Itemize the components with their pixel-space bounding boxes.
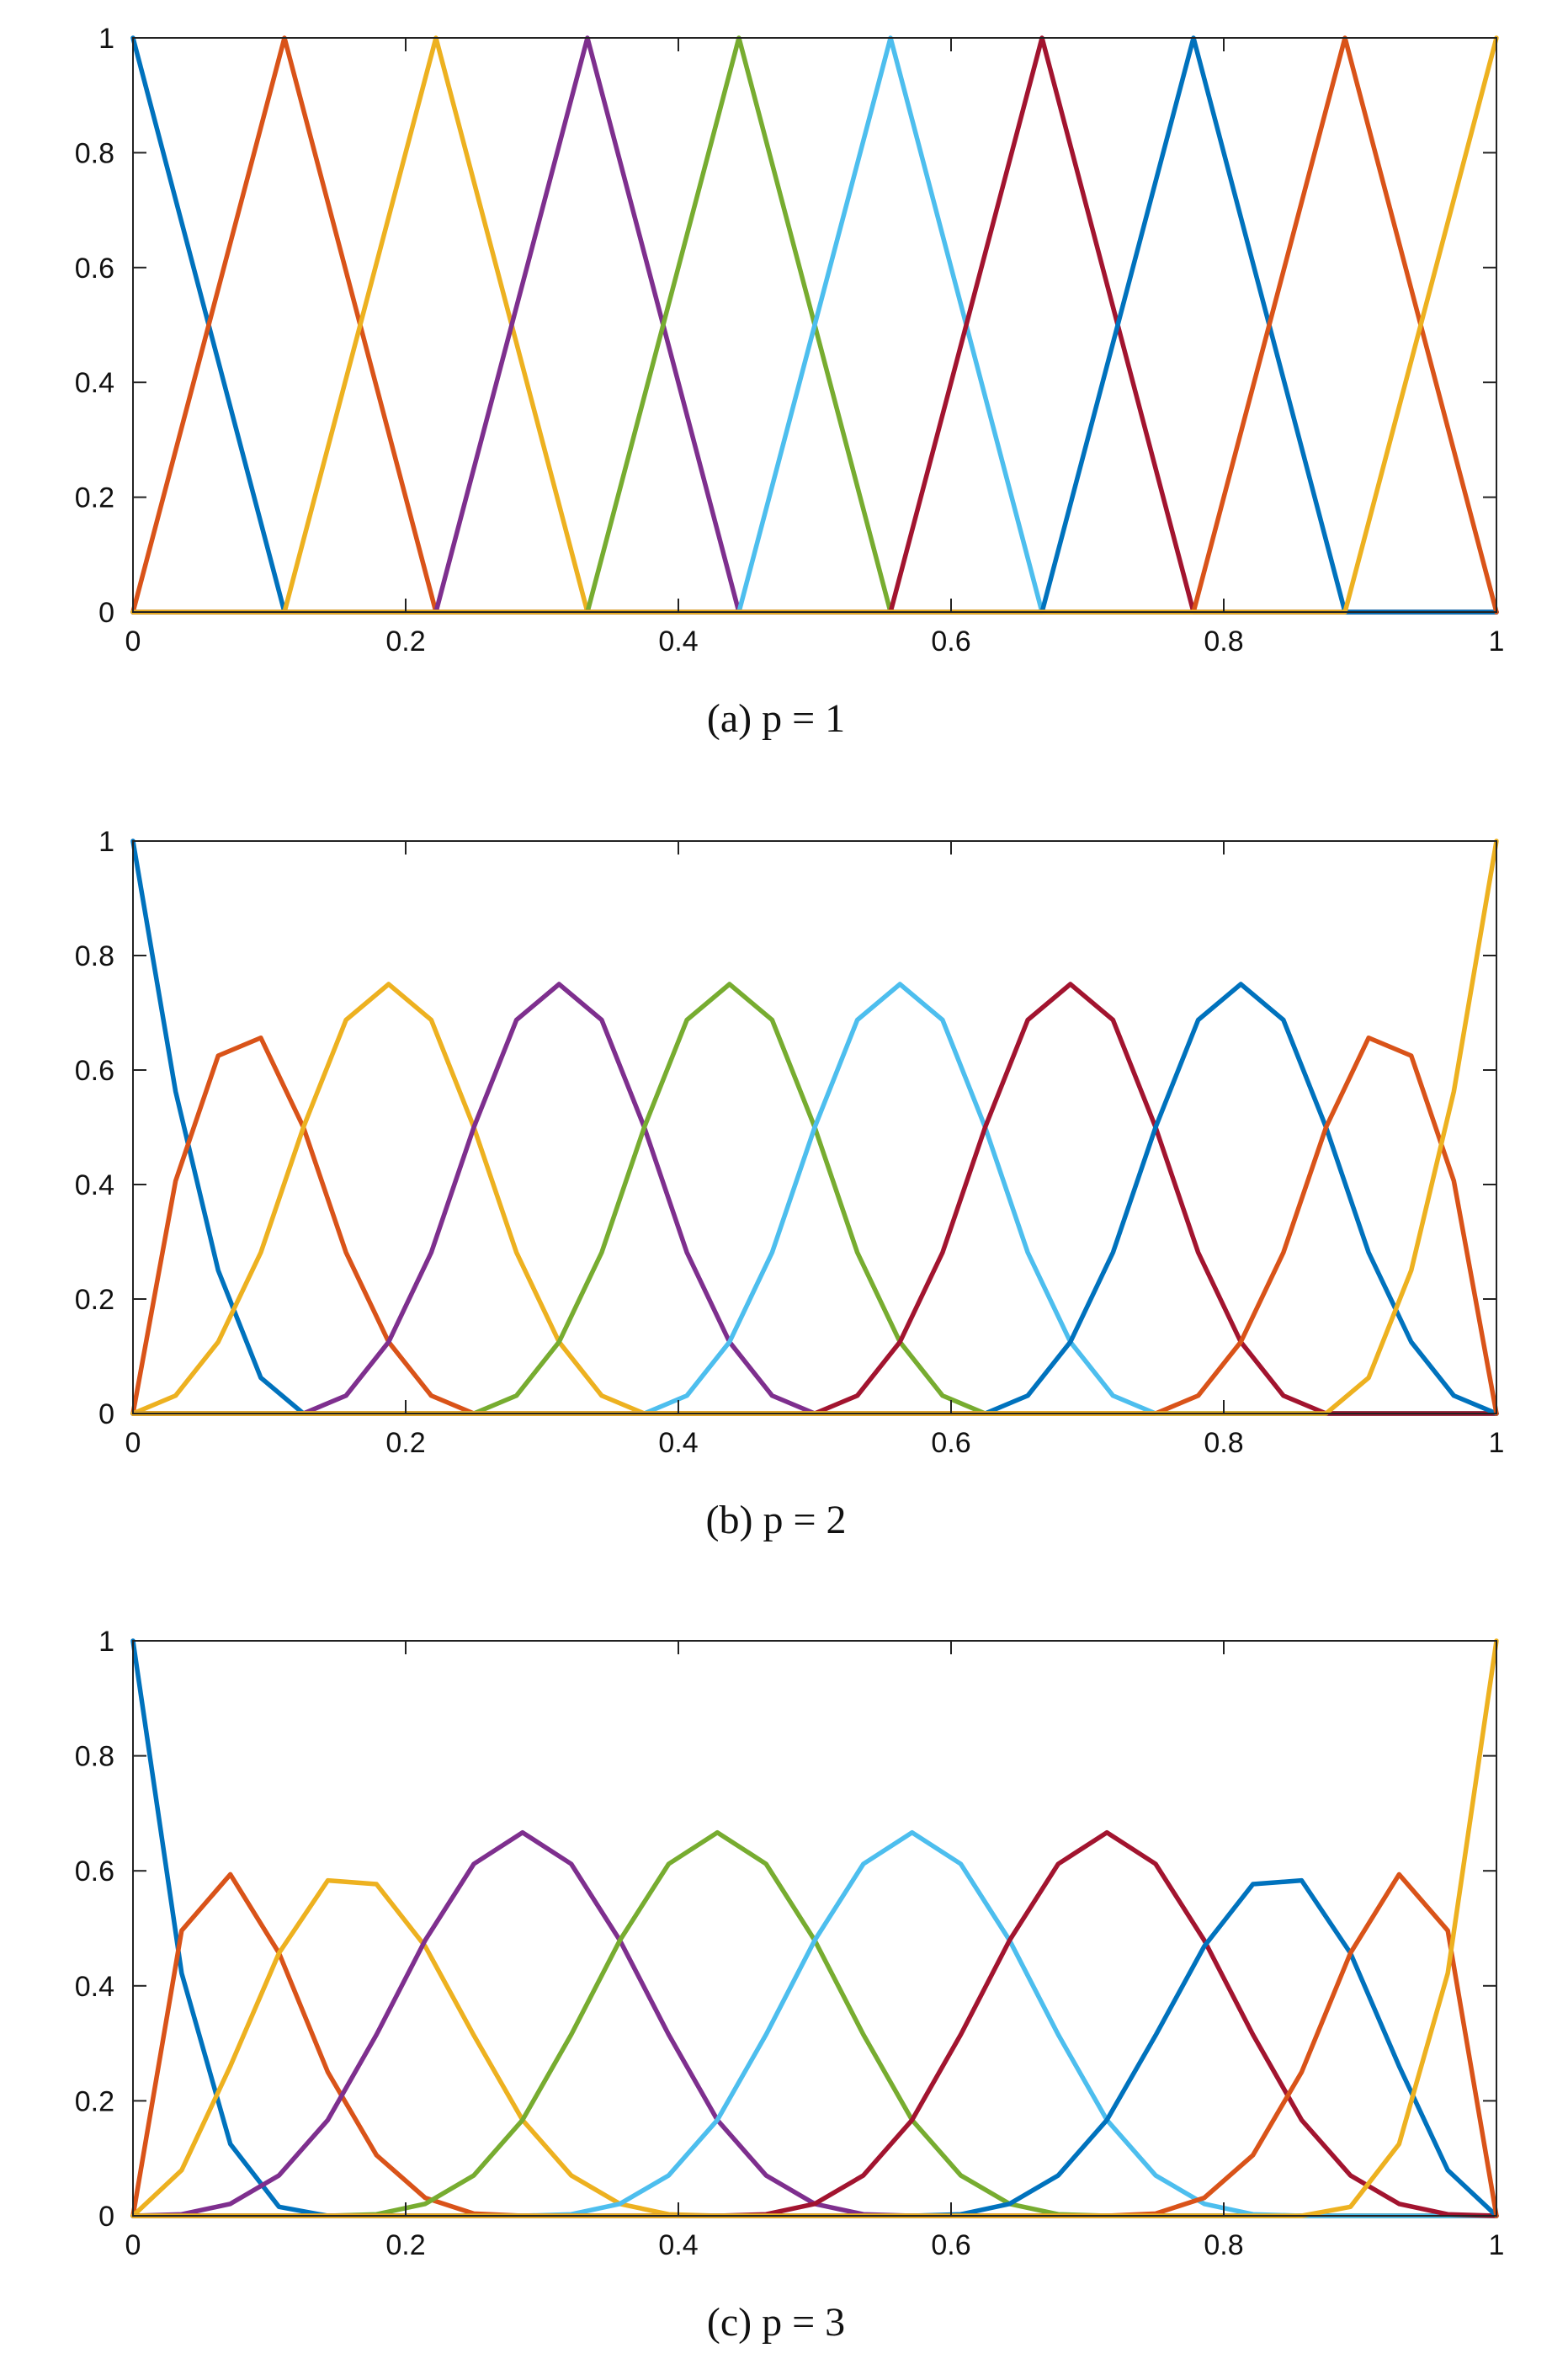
y-tick-label: 0 — [98, 1398, 114, 1430]
y-tick-label: 0.2 — [75, 482, 114, 514]
y-tick-label: 0.4 — [75, 367, 114, 399]
y-tick-label: 1 — [98, 1626, 114, 1658]
y-tick-label: 0.6 — [75, 253, 114, 285]
caption: (c) p = 3 — [707, 2300, 845, 2345]
x-tick-label: 0.2 — [385, 1427, 425, 1459]
y-tick-label: 1 — [98, 23, 114, 55]
axes-box — [132, 1640, 1497, 2217]
caption: (b) p = 2 — [705, 1498, 846, 1542]
x-tick-label: 0.4 — [658, 1427, 698, 1459]
y-tick-label: 0 — [98, 2201, 114, 2233]
caption: (a) p = 1 — [707, 696, 845, 741]
x-tick-label: 1 — [1489, 626, 1505, 658]
x-tick-label: 0.6 — [931, 2229, 970, 2261]
y-tick-label: 0.8 — [75, 1741, 114, 1773]
y-tick-label: 0.6 — [75, 1856, 114, 1887]
y-tick-label: 0.6 — [75, 1055, 114, 1087]
y-tick-label: 0.4 — [75, 1971, 114, 2003]
x-tick-label: 0.2 — [385, 2229, 425, 2261]
x-tick-label: 1 — [1489, 2229, 1505, 2261]
y-tick-label: 0.2 — [75, 2085, 114, 2117]
x-tick-label: 0.8 — [1204, 2229, 1243, 2261]
y-tick-label: 0.2 — [75, 1284, 114, 1316]
x-tick-label: 0.8 — [1204, 1427, 1243, 1459]
x-tick-label: 0 — [125, 626, 141, 658]
axes-box — [132, 37, 1497, 613]
plot-area — [133, 1641, 1496, 2216]
x-tick-label: 0.8 — [1204, 626, 1243, 658]
x-tick-label: 0.4 — [658, 626, 698, 658]
y-tick-label: 1 — [98, 826, 114, 858]
x-tick-label: 0.4 — [658, 2229, 698, 2261]
y-tick-label: 0 — [98, 597, 114, 629]
x-tick-label: 0.2 — [385, 626, 425, 658]
x-tick-label: 0.6 — [931, 1427, 970, 1459]
x-tick-label: 1 — [1489, 1427, 1505, 1459]
y-tick-label: 0.4 — [75, 1169, 114, 1201]
y-tick-label: 0.8 — [75, 137, 114, 169]
x-tick-label: 0 — [125, 2229, 141, 2261]
x-tick-label: 0.6 — [931, 626, 970, 658]
y-tick-label: 0.8 — [75, 940, 114, 972]
x-tick-label: 0 — [125, 1427, 141, 1459]
axes-box — [132, 840, 1497, 1414]
